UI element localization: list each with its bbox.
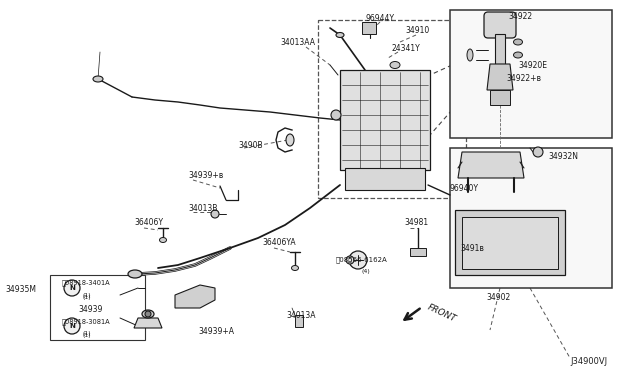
Ellipse shape (513, 39, 522, 45)
Circle shape (331, 110, 341, 120)
Polygon shape (175, 285, 215, 308)
Text: 34922: 34922 (508, 12, 532, 20)
Text: 34920E: 34920E (518, 61, 547, 70)
Bar (318, 20, 466, 198)
Text: 34902: 34902 (486, 294, 510, 302)
Text: Ⓜ08918-3081A: Ⓜ08918-3081A (62, 319, 111, 325)
Circle shape (349, 251, 367, 269)
Polygon shape (458, 152, 524, 178)
Text: Ⓝ08566-6162A: Ⓝ08566-6162A (336, 257, 388, 263)
Bar (450, 10, 612, 138)
Text: (1): (1) (82, 292, 91, 298)
Text: 34939: 34939 (78, 305, 102, 314)
Bar (495, 34, 505, 64)
Text: 34939+A: 34939+A (198, 327, 234, 337)
Bar (490, 90, 510, 105)
Ellipse shape (128, 270, 142, 278)
Text: 34935M: 34935M (5, 285, 36, 295)
Bar (455, 210, 565, 275)
Bar (295, 315, 303, 327)
Ellipse shape (513, 52, 522, 58)
Bar (450, 148, 612, 288)
Text: J34900VJ: J34900VJ (570, 357, 607, 366)
Bar (410, 248, 426, 256)
Text: (4): (4) (362, 269, 371, 275)
Circle shape (145, 311, 151, 317)
Text: N: N (69, 285, 75, 291)
Ellipse shape (286, 134, 294, 146)
Text: 34922+ʙ: 34922+ʙ (506, 74, 541, 83)
FancyBboxPatch shape (484, 12, 516, 38)
Circle shape (211, 210, 219, 218)
Text: 24341Y: 24341Y (392, 44, 420, 52)
Text: 3490B: 3490B (238, 141, 262, 150)
Polygon shape (487, 64, 513, 90)
Text: 36406Y: 36406Y (134, 218, 163, 227)
Text: 34939+ʙ: 34939+ʙ (188, 170, 223, 180)
Bar (50, 275, 145, 340)
Text: 34981: 34981 (404, 218, 428, 227)
Circle shape (346, 256, 354, 264)
Text: 34013A: 34013A (286, 311, 316, 321)
Text: (1): (1) (82, 334, 91, 339)
Circle shape (533, 147, 543, 157)
Text: N: N (69, 323, 75, 329)
Ellipse shape (159, 237, 166, 243)
Ellipse shape (390, 61, 400, 68)
Ellipse shape (142, 310, 154, 318)
Text: Ⓜ08918-3401A: Ⓜ08918-3401A (62, 280, 111, 286)
Ellipse shape (336, 32, 344, 38)
Polygon shape (134, 318, 162, 328)
Ellipse shape (291, 266, 298, 270)
Text: Ⓜ: Ⓜ (348, 257, 352, 263)
Text: 34932N: 34932N (548, 151, 578, 160)
Text: 96944Y: 96944Y (366, 13, 395, 22)
Bar (462, 217, 558, 269)
Text: 36406YA: 36406YA (262, 237, 296, 247)
Text: (1): (1) (82, 331, 91, 337)
Text: (1): (1) (82, 295, 91, 301)
Text: 34013B: 34013B (188, 203, 218, 212)
Text: 34013AA: 34013AA (280, 38, 315, 46)
Text: FRONT: FRONT (426, 302, 458, 324)
Bar (340, 70, 430, 170)
Bar (362, 22, 376, 34)
Bar (345, 168, 425, 190)
Circle shape (64, 318, 80, 334)
Ellipse shape (93, 76, 103, 82)
Ellipse shape (467, 49, 473, 61)
Text: 96940Y: 96940Y (450, 183, 479, 192)
Circle shape (64, 280, 80, 296)
Text: 34910: 34910 (405, 26, 429, 35)
Text: 3491ʙ: 3491ʙ (460, 244, 484, 253)
